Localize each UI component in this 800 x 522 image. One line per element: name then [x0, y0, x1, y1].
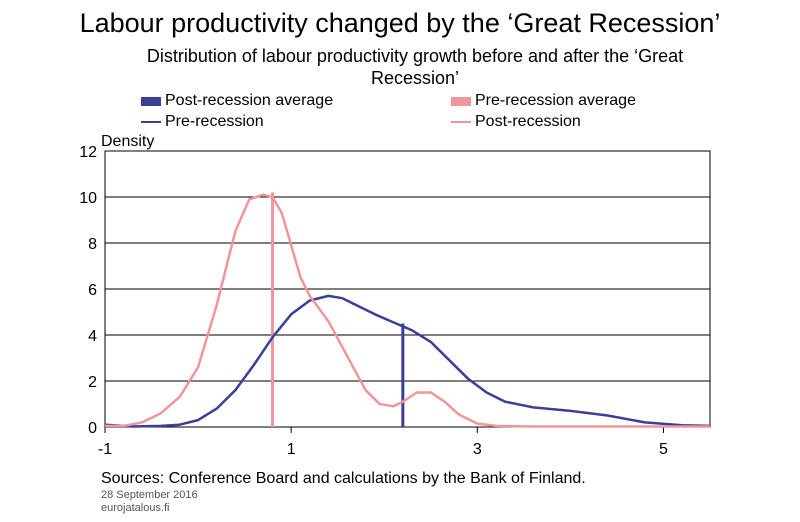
x-tick-label-3: 3 [473, 441, 482, 458]
x-tick-label-5: 5 [659, 441, 668, 458]
y-tick-label-12: 12 [79, 144, 97, 161]
legend-label-pre-recession: Pre-recession [165, 113, 264, 130]
y-tick-label-8: 8 [88, 236, 97, 253]
y-tick-label-10: 10 [79, 190, 97, 207]
legend-label-post-recession-average: Post-recession average [165, 92, 334, 109]
legend-item-pre-recession-average: Pre-recession average [451, 92, 636, 110]
plot-frame [104, 150, 711, 428]
legend-label-pre-recession-average: Pre-recession average [475, 92, 636, 109]
source-note: Sources: Conference Board and calculatio… [101, 470, 586, 487]
legend-item-post-recession-average: Post-recession average [141, 92, 333, 110]
legend-label-post-recession: Post-recession [475, 113, 581, 130]
chart-title: Labour productivity changed by the ‘Grea… [79, 8, 721, 38]
y-axis-label: Density [101, 133, 155, 150]
publication-date: 28 September 2016 [101, 489, 198, 501]
chart-subtitle: Distribution of labour productivity grow… [146, 46, 684, 88]
x-tick-label-1: 1 [287, 441, 296, 458]
y-tick-label-4: 4 [88, 328, 97, 345]
y-tick-label-2: 2 [88, 374, 97, 391]
legend-swatch-post-recession-average [141, 96, 161, 106]
site-url: eurojatalous.fi [101, 502, 170, 514]
y-tick-label-6: 6 [88, 282, 97, 299]
y-tick-label-0: 0 [88, 420, 97, 437]
series-line-0 [104, 294, 711, 428]
legend-swatch-pre-recession-average [451, 96, 471, 106]
legend-item-pre-recession: Pre-recession [141, 113, 264, 131]
x-tick-label--1: -1 [98, 441, 112, 458]
legend-item-post-recession: Post-recession [451, 113, 581, 131]
series-line-1 [105, 193, 710, 428]
legend-swatch-post-recession [451, 121, 471, 123]
legend-swatch-pre-recession [141, 121, 161, 123]
